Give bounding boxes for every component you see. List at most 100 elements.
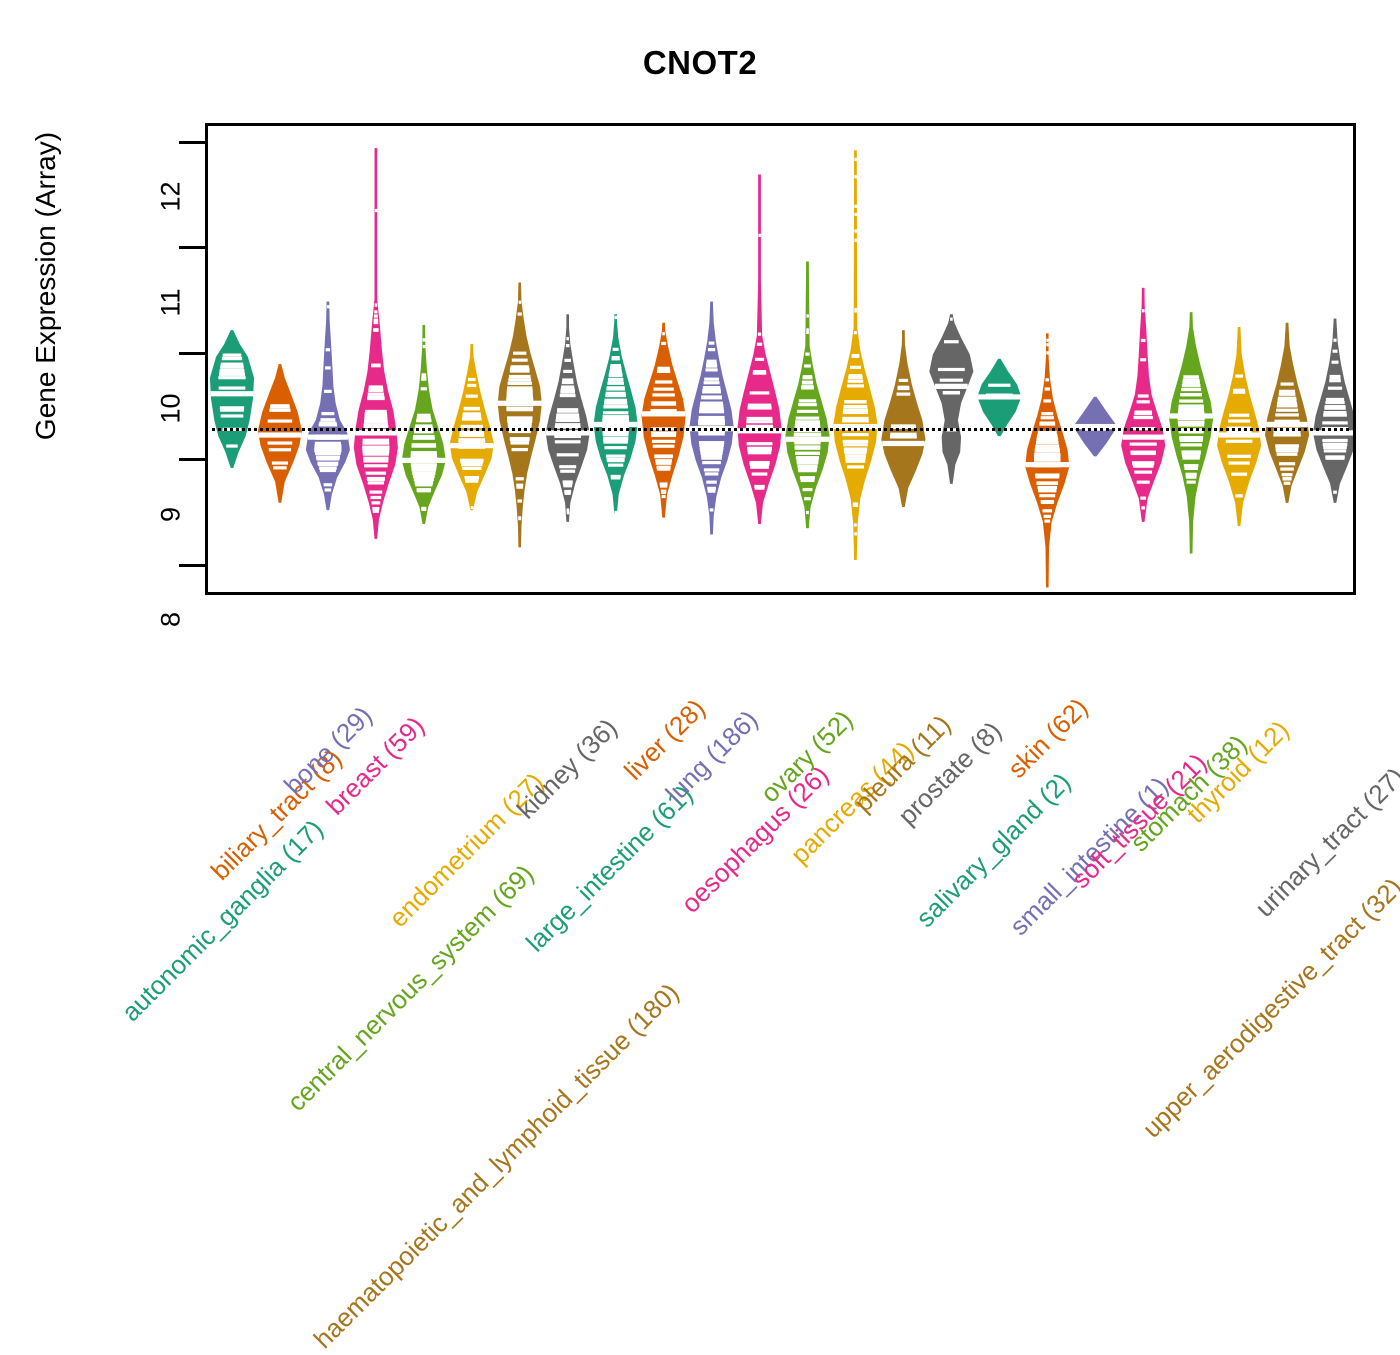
violin-urinary_tract bbox=[1312, 318, 1353, 503]
data-point bbox=[1277, 402, 1298, 406]
data-point bbox=[364, 412, 387, 416]
data-point bbox=[1332, 349, 1338, 353]
median-marker bbox=[1218, 432, 1260, 438]
violin-pleura bbox=[881, 330, 926, 507]
data-point bbox=[854, 308, 857, 312]
data-point bbox=[746, 416, 773, 421]
x-axis-tick-label-endometrium: endometrium (27) bbox=[382, 766, 550, 933]
data-point bbox=[1232, 390, 1246, 394]
data-point bbox=[367, 481, 384, 485]
y-axis-tick-label: 10 bbox=[155, 393, 186, 424]
x-axis-tick-label-kidney: kidney (36) bbox=[510, 712, 623, 825]
data-point bbox=[362, 449, 390, 453]
data-point bbox=[511, 358, 528, 362]
data-point bbox=[273, 466, 287, 470]
data-point bbox=[270, 404, 290, 408]
data-point bbox=[937, 367, 965, 372]
data-point bbox=[1140, 358, 1147, 362]
data-point bbox=[1043, 514, 1052, 518]
data-point bbox=[1183, 464, 1199, 468]
data-point bbox=[366, 476, 385, 481]
data-point bbox=[707, 348, 716, 352]
data-point bbox=[702, 388, 721, 392]
data-point bbox=[1046, 343, 1049, 347]
data-point bbox=[606, 386, 625, 390]
x-axis-tick-label-liver: liver (28) bbox=[617, 693, 711, 786]
plot-area bbox=[205, 123, 1356, 595]
data-point bbox=[698, 415, 725, 420]
data-point bbox=[411, 443, 436, 447]
data-point bbox=[1322, 442, 1348, 446]
data-point bbox=[659, 484, 668, 488]
data-point bbox=[654, 380, 673, 384]
data-point bbox=[749, 462, 770, 467]
data-point bbox=[1034, 452, 1061, 457]
data-point bbox=[468, 377, 476, 382]
data-point bbox=[326, 305, 330, 309]
data-point bbox=[603, 440, 628, 444]
data-point bbox=[651, 431, 677, 435]
violin-central_nervous_system bbox=[401, 324, 446, 524]
data-point bbox=[565, 344, 570, 348]
data-point bbox=[806, 330, 809, 335]
data-point bbox=[506, 398, 534, 402]
x-axis-tick-label-skin: skin (62) bbox=[1002, 692, 1094, 784]
data-point bbox=[602, 433, 629, 437]
data-point bbox=[467, 383, 477, 388]
data-point bbox=[556, 453, 579, 457]
violin-kidney bbox=[545, 314, 590, 522]
data-point bbox=[1275, 447, 1299, 451]
data-point bbox=[851, 353, 860, 358]
data-point bbox=[459, 430, 484, 434]
data-point bbox=[607, 463, 624, 467]
data-point bbox=[1323, 413, 1347, 417]
data-point bbox=[608, 377, 624, 382]
data-point bbox=[462, 466, 482, 470]
data-point bbox=[752, 370, 767, 374]
x-axis-tick-label-pleura: pleura (11) bbox=[848, 709, 957, 818]
data-point bbox=[372, 509, 379, 513]
data-point bbox=[465, 478, 479, 482]
x-axis-tick-label-haematopoietic_and_lymphoid_tissue: haematopoietic_and_lymphoid_tissue (180) bbox=[307, 977, 685, 1355]
data-point bbox=[1185, 472, 1197, 476]
data-point bbox=[749, 391, 770, 395]
data-point bbox=[560, 389, 575, 393]
violin-endometrium bbox=[449, 344, 494, 511]
data-point bbox=[1333, 490, 1337, 494]
x-axis-tick-label-large_intestine: large_intestine (61) bbox=[519, 778, 699, 958]
violin-upper_aerodigestive_tract bbox=[1265, 322, 1310, 503]
data-point bbox=[614, 315, 618, 320]
data-point bbox=[1181, 384, 1201, 388]
data-point bbox=[1182, 378, 1200, 382]
data-point bbox=[1180, 392, 1203, 397]
data-point bbox=[555, 423, 581, 427]
data-point bbox=[1323, 410, 1347, 415]
data-point bbox=[854, 523, 857, 527]
data-point bbox=[1178, 404, 1204, 408]
data-point bbox=[1142, 309, 1145, 313]
data-point bbox=[701, 456, 722, 460]
data-point bbox=[508, 378, 532, 382]
data-point bbox=[699, 407, 724, 411]
data-point bbox=[794, 422, 820, 427]
data-point bbox=[708, 341, 715, 345]
data-point bbox=[1228, 413, 1250, 417]
data-point bbox=[371, 363, 381, 367]
data-point bbox=[320, 418, 336, 422]
data-point bbox=[1036, 438, 1059, 442]
y-axis-label: Gene Expression (Array) bbox=[30, 131, 61, 441]
data-point bbox=[416, 415, 431, 420]
violin-autonomic_ganglia bbox=[209, 330, 255, 468]
data-point bbox=[507, 422, 532, 427]
data-point bbox=[843, 447, 868, 451]
data-point bbox=[612, 347, 619, 351]
data-point bbox=[269, 408, 291, 412]
data-point bbox=[651, 433, 677, 438]
data-point bbox=[798, 403, 817, 407]
violin-skin bbox=[1025, 333, 1070, 588]
data-point bbox=[218, 376, 246, 380]
data-point bbox=[756, 342, 763, 346]
median-marker bbox=[1073, 423, 1118, 430]
data-point bbox=[604, 398, 627, 402]
data-point bbox=[747, 451, 772, 455]
